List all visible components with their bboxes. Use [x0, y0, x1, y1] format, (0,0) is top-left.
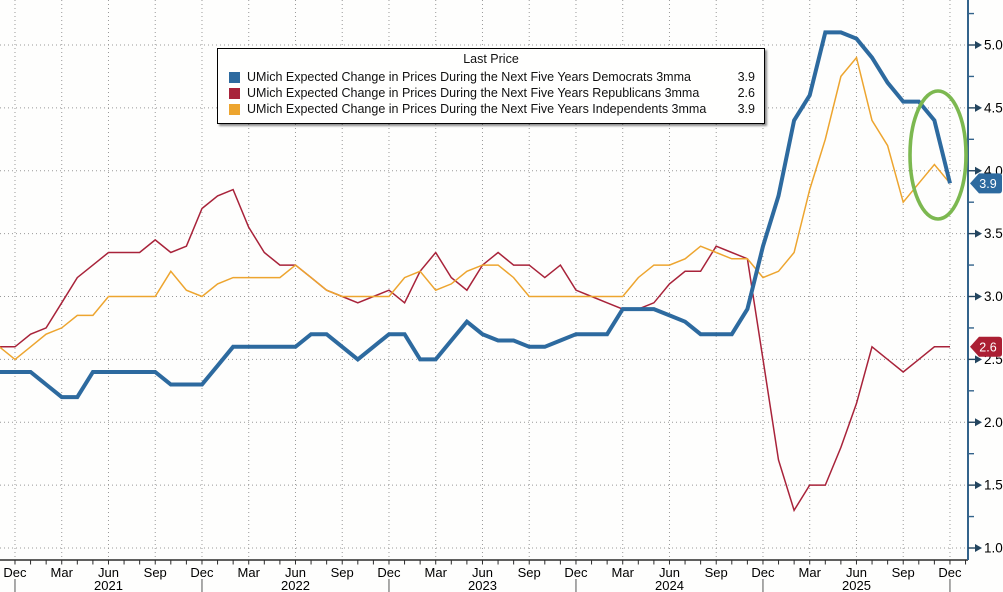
x-axis-label: Dec — [751, 565, 775, 580]
year-label: 2023 — [468, 578, 497, 592]
y-tick-arrow-icon — [975, 166, 982, 175]
x-axis-label: Jun — [472, 565, 493, 580]
highlight-ellipse — [908, 89, 968, 221]
x-axis-label: Dec — [564, 565, 588, 580]
x-axis-label: Mar — [238, 565, 261, 580]
series-line-0 — [0, 30, 952, 400]
legend-item[interactable]: UMich Expected Change in Prices During t… — [218, 69, 764, 85]
x-axis-label: Dec — [3, 565, 27, 580]
legend-series-label: UMich Expected Change in Prices During t… — [247, 70, 691, 84]
y-tick-arrow-icon — [975, 292, 982, 301]
year-label: 2021 — [94, 578, 123, 592]
legend-series-label: UMich Expected Change in Prices During t… — [247, 86, 700, 100]
legend-item[interactable]: UMich Expected Change in Prices During t… — [218, 101, 764, 117]
series-line-2 — [0, 55, 951, 361]
y-tick-arrow-icon — [975, 355, 982, 364]
y-tick-arrow-icon — [975, 418, 982, 427]
legend-item[interactable]: UMich Expected Change in Prices During t… — [218, 85, 764, 101]
y-tick-arrow-icon — [975, 229, 982, 238]
legend-swatch-icon — [229, 103, 240, 115]
x-axis-label: Dec — [377, 565, 401, 580]
y-axis-label: 1.5 — [984, 478, 1003, 493]
x-axis-label: Dec — [190, 565, 214, 580]
x-axis-label: Jun — [659, 565, 680, 580]
y-axis-label: 2.0 — [984, 415, 1003, 430]
x-axis-label: Sep — [518, 565, 541, 580]
series-line-1 — [0, 188, 950, 513]
x-axis-label: Jun — [98, 565, 119, 580]
last-price-badge — [970, 336, 1002, 357]
x-axis-label: Mar — [799, 565, 822, 580]
x-axis-label: Sep — [705, 565, 728, 580]
legend-title: Last Price — [463, 52, 519, 66]
x-axis-label: Sep — [331, 565, 354, 580]
chart-legend: Last Price UMich Expected Change in Pric… — [217, 48, 765, 124]
y-axis-label: 5.0 — [984, 38, 1003, 53]
y-axis-label: 4.5 — [984, 100, 1003, 115]
last-price-badge — [970, 173, 1002, 194]
legend-series-label: UMich Expected Change in Prices During t… — [247, 102, 707, 116]
y-tick-arrow-icon — [975, 41, 982, 49]
y-tick-arrow-icon — [975, 481, 982, 490]
legend-swatch-icon — [229, 87, 240, 99]
year-label: 2025 — [842, 578, 871, 592]
legend-series-value: 2.6 — [737, 86, 755, 100]
x-axis-label: Sep — [144, 565, 167, 580]
legend-series-value: 3.9 — [737, 70, 755, 84]
legend-series-value: 3.9 — [737, 102, 755, 116]
year-label: 2024 — [655, 578, 684, 592]
y-tick-arrow-icon — [975, 544, 982, 552]
x-axis-label: Mar — [51, 565, 74, 580]
x-axis-label: Sep — [892, 565, 915, 580]
last-price-badge-value: 2.6 — [979, 340, 996, 354]
x-axis-label: Mar — [612, 565, 635, 580]
x-axis-label: Mar — [425, 565, 448, 580]
y-axis-label: 3.0 — [984, 289, 1003, 304]
x-axis-label: Jun — [846, 565, 867, 580]
legend-swatch-icon — [229, 71, 240, 83]
x-axis-label: Jun — [285, 565, 306, 580]
y-axis-label: 3.5 — [984, 226, 1003, 241]
y-tick-arrow-icon — [975, 103, 982, 112]
y-axis-label: 1.0 — [984, 541, 1003, 556]
x-axis-label: Dec — [938, 565, 962, 580]
legend-rows: UMich Expected Change in Prices During t… — [218, 69, 764, 117]
year-label: 2022 — [281, 578, 310, 592]
last-price-badge-value: 3.9 — [979, 177, 996, 191]
